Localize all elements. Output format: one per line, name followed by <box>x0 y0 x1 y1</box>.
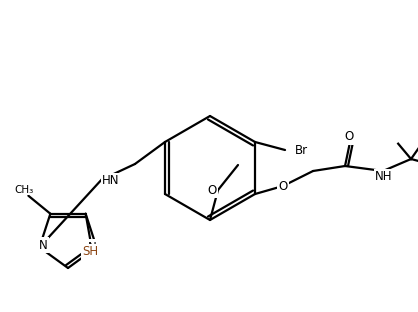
Text: O: O <box>278 179 288 193</box>
Text: N: N <box>39 239 48 252</box>
Text: N: N <box>88 241 97 254</box>
Text: O: O <box>344 130 354 144</box>
Text: Br: Br <box>295 144 308 157</box>
Text: SH: SH <box>83 245 99 258</box>
Text: NH: NH <box>375 170 393 183</box>
Text: CH₃: CH₃ <box>15 185 34 195</box>
Text: O: O <box>207 183 217 197</box>
Text: HN: HN <box>102 174 120 188</box>
